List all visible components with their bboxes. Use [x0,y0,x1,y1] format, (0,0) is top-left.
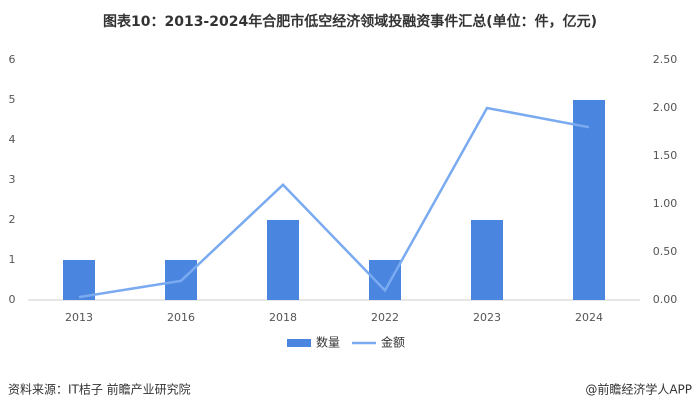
y-tick-label: 6 [9,53,16,66]
y-tick-label: 2 [9,213,16,226]
x-tick-label: 2022 [371,311,399,324]
x-tick-label: 2016 [167,311,195,324]
x-tick-label: 2013 [65,311,93,324]
bar [63,260,95,300]
y2-tick-label: 2.00 [653,101,678,114]
y-tick-label: 5 [9,93,16,106]
bar [471,220,503,300]
y2-tick-label: 2.50 [653,53,678,66]
legend-label: 金额 [381,335,405,350]
legend-label: 数量 [316,335,340,350]
y-tick-label: 1 [9,253,16,266]
y-tick-label: 4 [9,133,16,146]
y-tick-label: 0 [9,293,16,306]
brand: @前瞻经济学人APP [585,382,692,397]
x-tick-label: 2024 [575,311,603,324]
y2-tick-label: 0.50 [653,245,678,258]
y2-tick-label: 1.50 [653,149,678,162]
y2-tick-label: 0.00 [653,293,678,306]
y-tick-label: 3 [9,173,16,186]
source: 资料来源：IT桔子 前瞻产业研究院 [8,382,191,397]
y2-tick-label: 1.00 [653,197,678,210]
legend-swatch [287,339,311,347]
chart-title: 图表10：2013-2024年合肥市低空经济领域投融资事件汇总(单位：件，亿元) [103,13,597,30]
line [78,106,590,299]
bar [267,220,299,300]
bar [573,100,605,300]
x-tick-label: 2023 [473,311,501,324]
x-tick-label: 2018 [269,311,297,324]
